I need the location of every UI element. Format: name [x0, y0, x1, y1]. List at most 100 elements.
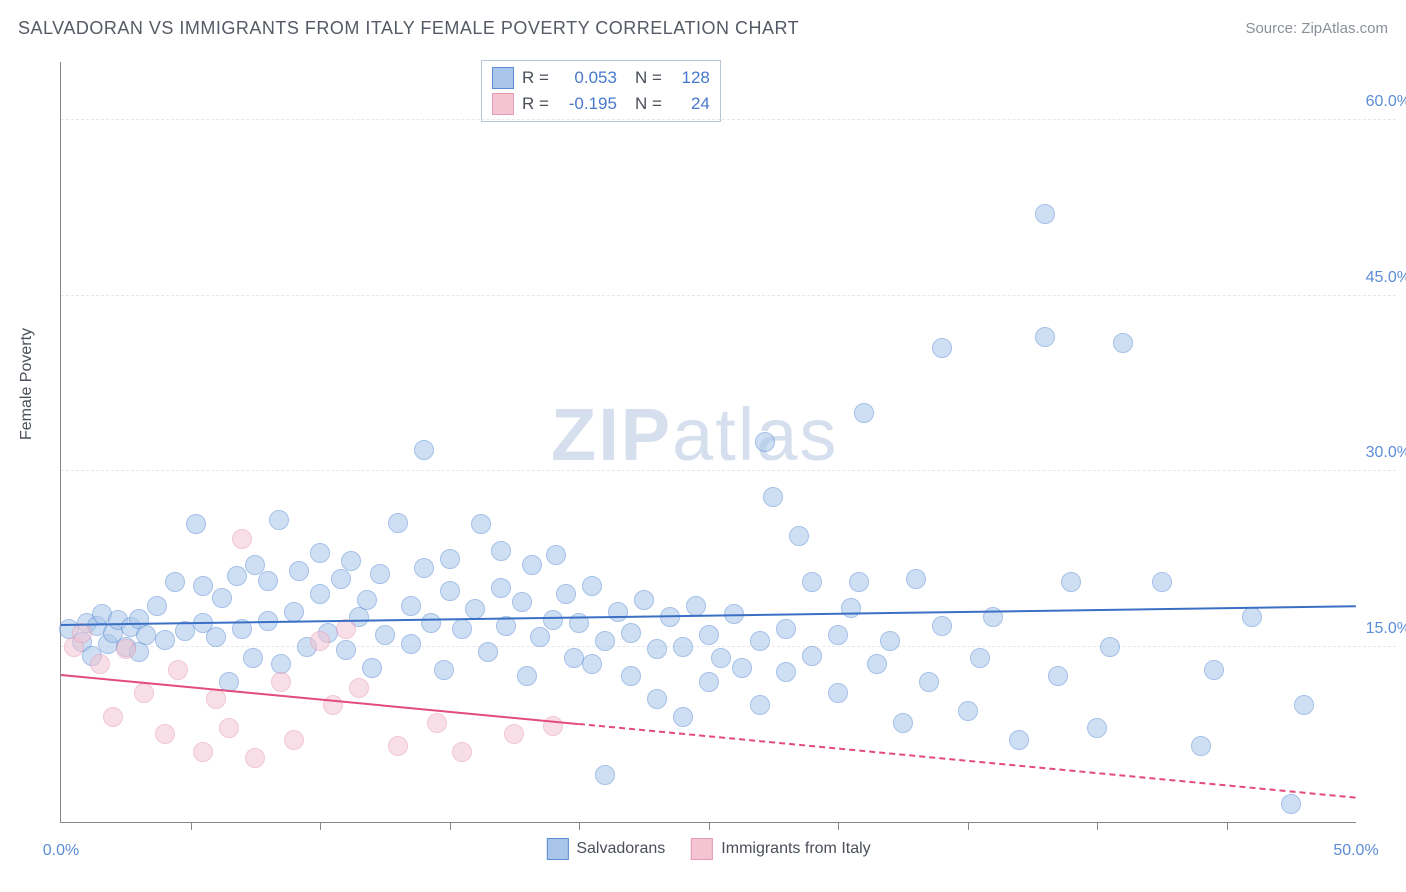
x-tick	[579, 822, 580, 830]
stat-n-label: N =	[635, 68, 662, 88]
scatter-point	[556, 584, 576, 604]
x-tick	[838, 822, 839, 830]
scatter-point	[530, 627, 550, 647]
scatter-point	[245, 748, 265, 768]
scatter-point	[776, 662, 796, 682]
scatter-point	[1113, 333, 1133, 353]
source-attribution: Source: ZipAtlas.com	[1245, 20, 1388, 37]
scatter-point	[841, 598, 861, 618]
scatter-point	[634, 590, 654, 610]
scatter-point	[323, 695, 343, 715]
scatter-point	[750, 695, 770, 715]
scatter-point	[849, 572, 869, 592]
stat-n-value: 128	[670, 68, 710, 88]
trend-line	[579, 723, 1356, 799]
x-tick	[320, 822, 321, 830]
scatter-point	[1100, 637, 1120, 657]
scatter-point	[310, 584, 330, 604]
scatter-point	[512, 592, 532, 612]
scatter-point	[608, 602, 628, 622]
watermark: ZIPatlas	[551, 392, 838, 477]
x-tick	[709, 822, 710, 830]
series-label: Immigrants from Italy	[721, 840, 870, 858]
scatter-point	[699, 625, 719, 645]
scatter-point	[673, 637, 693, 657]
legend-swatch	[492, 67, 514, 89]
scatter-point	[175, 621, 195, 641]
scatter-point	[854, 403, 874, 423]
series-label: Salvadorans	[576, 840, 665, 858]
scatter-point	[1009, 730, 1029, 750]
scatter-point	[522, 555, 542, 575]
scatter-point	[621, 666, 641, 686]
scatter-point	[755, 432, 775, 452]
scatter-point	[269, 510, 289, 530]
scatter-point	[595, 765, 615, 785]
scatter-point	[1294, 695, 1314, 715]
scatter-point	[582, 654, 602, 674]
scatter-point	[1242, 607, 1262, 627]
scatter-point	[1204, 660, 1224, 680]
scatter-point	[491, 578, 511, 598]
scatter-point	[1035, 204, 1055, 224]
scatter-point	[932, 338, 952, 358]
x-tick	[968, 822, 969, 830]
scatter-point	[427, 713, 447, 733]
scatter-point	[932, 616, 952, 636]
legend-swatch	[492, 93, 514, 115]
scatter-point	[193, 576, 213, 596]
scatter-point	[880, 631, 900, 651]
scatter-point	[289, 561, 309, 581]
scatter-point	[699, 672, 719, 692]
stat-n-value: 24	[670, 94, 710, 114]
scatter-point	[243, 648, 263, 668]
scatter-point	[414, 558, 434, 578]
scatter-point	[401, 596, 421, 616]
scatter-point	[452, 742, 472, 762]
scatter-point	[828, 683, 848, 703]
scatter-point	[621, 623, 641, 643]
gridline	[61, 646, 1396, 647]
y-axis-label: Female Poverty	[18, 328, 36, 440]
stat-r-value: 0.053	[557, 68, 617, 88]
scatter-point	[750, 631, 770, 651]
series-legend-item: Immigrants from Italy	[691, 838, 870, 860]
scatter-point	[1061, 572, 1081, 592]
scatter-point	[206, 627, 226, 647]
scatter-point	[647, 639, 667, 659]
scatter-point	[867, 654, 887, 674]
scatter-point	[165, 572, 185, 592]
chart-title: SALVADORAN VS IMMIGRANTS FROM ITALY FEMA…	[18, 18, 799, 39]
scatter-point	[90, 654, 110, 674]
stat-r-value: -0.195	[557, 94, 617, 114]
scatter-point	[1087, 718, 1107, 738]
scatter-point	[1048, 666, 1068, 686]
scatter-point	[504, 724, 524, 744]
gridline	[61, 119, 1396, 120]
scatter-point	[452, 619, 472, 639]
scatter-point	[711, 648, 731, 668]
x-tick-label: 0.0%	[43, 842, 79, 860]
scatter-point	[647, 689, 667, 709]
scatter-point	[116, 639, 136, 659]
scatter-point	[388, 513, 408, 533]
scatter-point	[401, 634, 421, 654]
scatter-point	[212, 588, 232, 608]
scatter-point	[595, 631, 615, 651]
scatter-point	[349, 678, 369, 698]
scatter-point	[421, 613, 441, 633]
scatter-point	[186, 514, 206, 534]
scatter-point	[582, 576, 602, 596]
scatter-point	[465, 599, 485, 619]
trend-line	[61, 605, 1356, 626]
scatter-point	[232, 529, 252, 549]
scatter-point	[341, 551, 361, 571]
scatter-point	[375, 625, 395, 645]
x-tick-label: 50.0%	[1333, 842, 1378, 860]
legend-swatch	[546, 838, 568, 860]
x-tick	[1097, 822, 1098, 830]
scatter-point	[478, 642, 498, 662]
scatter-point	[958, 701, 978, 721]
scatter-point	[789, 526, 809, 546]
scatter-point	[802, 646, 822, 666]
